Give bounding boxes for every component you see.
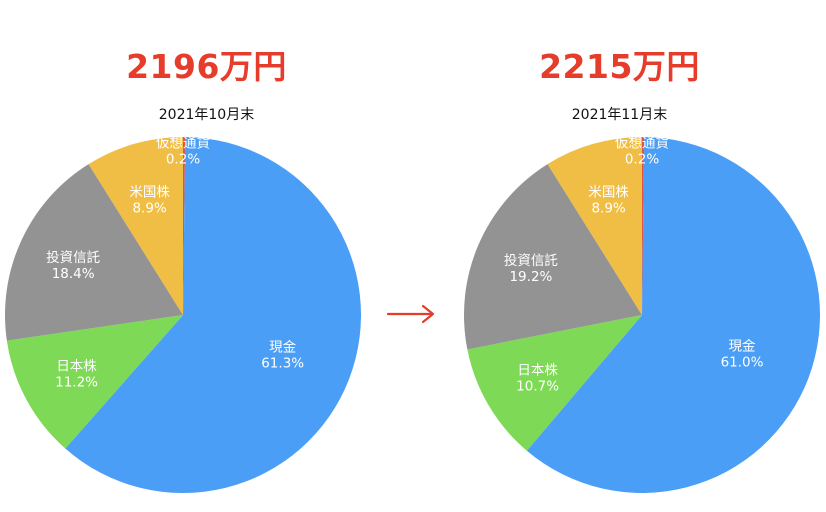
chart-panel-october: 2196万円 2021年10月末 仮想通貨 0.2% 現金 61.3% 日本株 11.2%… [4,47,361,494]
right-arrow-icon [386,304,435,324]
slice-percent-mutual-funds: 18.4% [52,266,95,282]
pie-slice-us-stocks [88,137,183,315]
slice-label-cash: 現金 [269,339,296,355]
total-amount-november: 2215万円 [539,47,700,86]
slice-percent-mutual-funds: 19.2% [509,269,552,285]
slice-label-mutual-funds: 投資信託 [46,250,100,266]
slice-label-us-stocks: 米国株 [588,185,629,201]
pie-slice-japan-stocks [467,315,642,451]
slice-label-cash: 現金 [729,338,756,354]
slice-percent-crypto: 0.2% [625,151,659,167]
date-label-november: 2021年11月末 [571,107,668,123]
slice-percent-japan-stocks: 11.2% [55,375,98,391]
total-amount-october: 2196万円 [126,47,287,86]
pie-slice-crypto [183,137,186,315]
slice-label-us-stocks: 米国株 [129,185,170,201]
slice-percent-crypto: 0.2% [166,151,200,167]
slice-label-japan-stocks: 日本株 [56,359,97,375]
pie-slice-cash [526,137,820,494]
pie-slice-cash [65,137,361,494]
slice-percent-us-stocks: 8.9% [132,201,166,217]
slice-percent-cash: 61.3% [261,355,304,371]
slice-percent-japan-stocks: 10.7% [516,378,559,394]
pie-slice-mutual-funds [464,164,642,350]
slice-label-mutual-funds: 投資信託 [504,253,558,269]
slice-label-japan-stocks: 日本株 [517,362,558,378]
slice-label-crypto: 仮想通貨 [615,134,669,151]
pie-slice-mutual-funds [4,164,183,341]
pie-slice-crypto [642,137,645,315]
chart-panel-november: 2215万円 2021年11月末 仮想通貨 0.2% 現金 61.0% 日本株 10.7%… [413,0,826,512]
pie-slice-japan-stocks [6,315,183,449]
date-label-october: 2021年10月末 [158,107,255,123]
slice-label-crypto: 仮想通貨 [156,134,210,151]
pie-slice-us-stocks [547,137,642,315]
slice-percent-us-stocks: 8.9% [591,201,625,217]
slice-percent-cash: 61.0% [721,354,764,370]
